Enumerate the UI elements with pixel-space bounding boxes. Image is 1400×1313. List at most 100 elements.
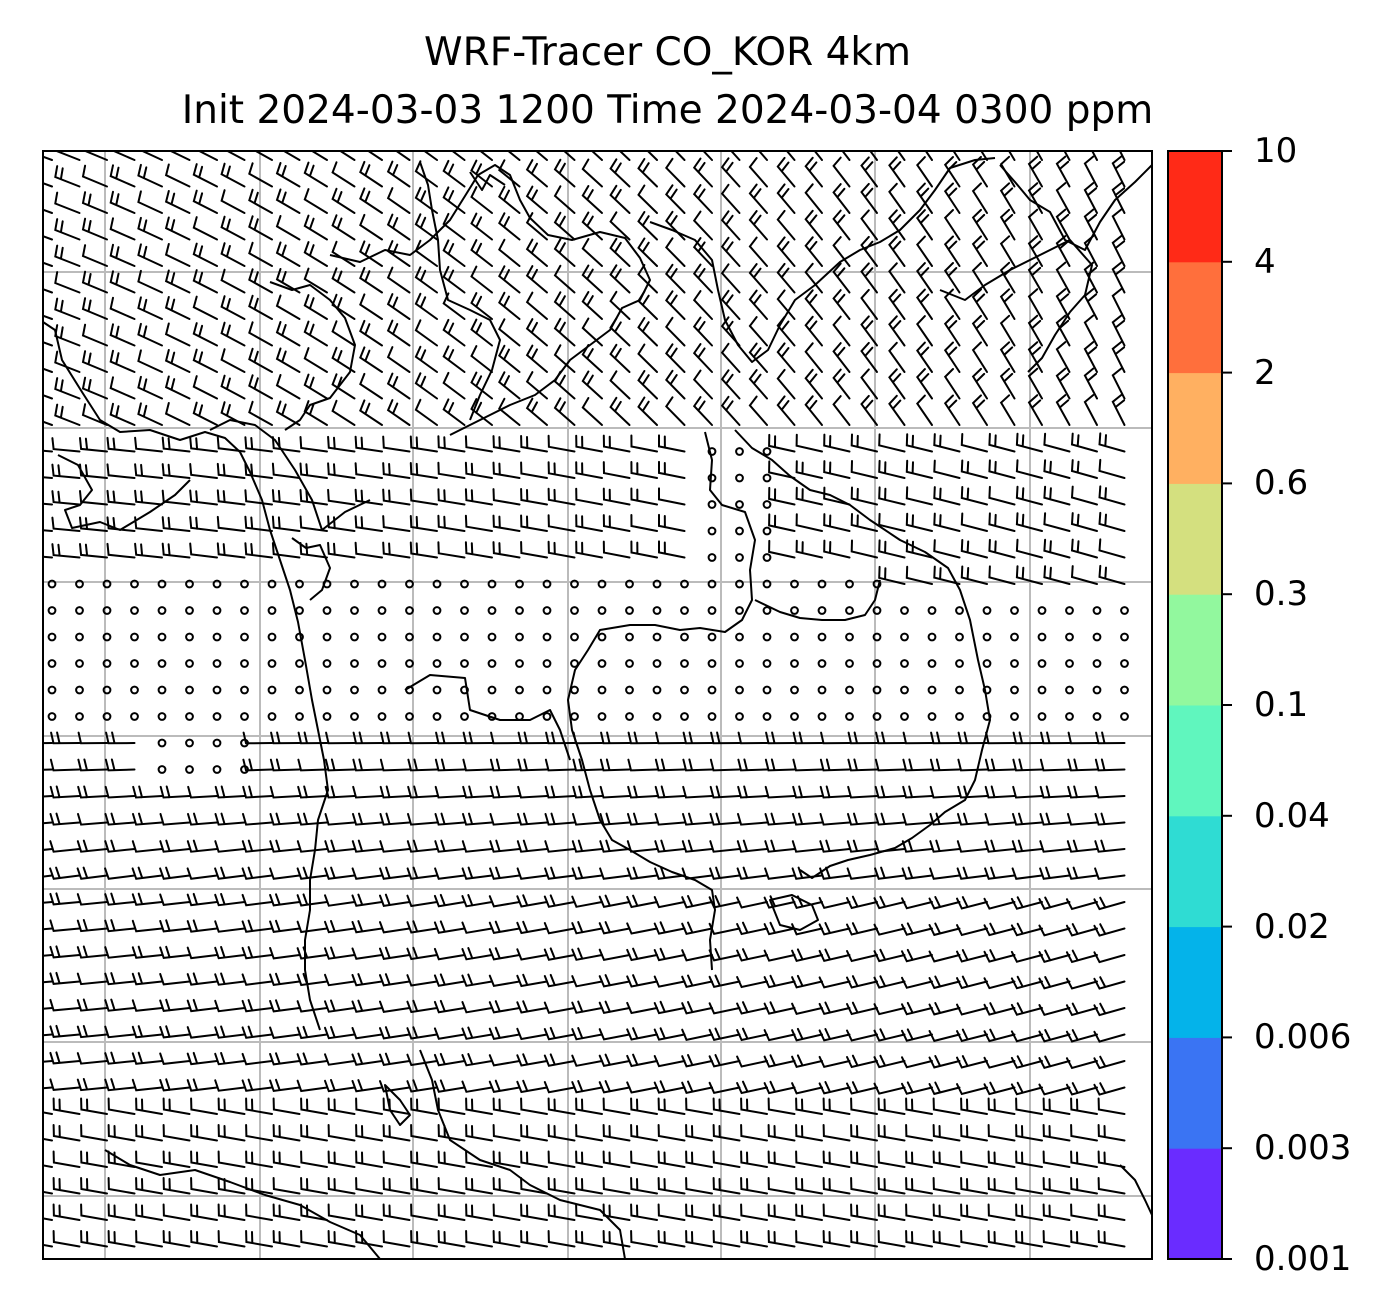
calm-marker bbox=[1065, 659, 1074, 668]
wind-barb bbox=[327, 435, 356, 453]
wind-barb bbox=[1043, 432, 1071, 453]
wind-barb bbox=[214, 893, 246, 907]
wind-barb bbox=[562, 151, 576, 161]
calm-marker bbox=[47, 659, 57, 668]
wind-barb bbox=[159, 919, 191, 933]
wind-barb bbox=[354, 435, 383, 453]
wind-barb bbox=[437, 514, 466, 532]
wind-barb bbox=[77, 785, 108, 799]
calm-marker bbox=[955, 606, 964, 615]
wind-barb bbox=[414, 160, 438, 188]
calm-marker bbox=[185, 632, 194, 642]
calm-marker bbox=[102, 712, 112, 721]
wind-barb bbox=[197, 151, 218, 161]
wind-barb bbox=[1042, 1230, 1071, 1248]
wind-barb bbox=[131, 1078, 163, 1092]
wind-barb bbox=[275, 374, 301, 400]
wind-barb bbox=[220, 348, 246, 373]
wind-barb bbox=[737, 813, 768, 826]
wind-barb bbox=[653, 947, 686, 962]
calm-marker bbox=[432, 712, 442, 721]
wind-barb bbox=[54, 165, 81, 188]
wind-barb bbox=[406, 1079, 438, 1093]
wind-barb bbox=[296, 1079, 328, 1093]
wind-barb bbox=[1055, 394, 1071, 426]
wind-barb bbox=[630, 1097, 658, 1115]
wind-barb bbox=[1011, 839, 1043, 853]
wind-barb bbox=[685, 1097, 713, 1115]
wind-barb bbox=[49, 1024, 81, 1038]
wind-barb bbox=[609, 343, 631, 373]
wind-barb bbox=[437, 1177, 466, 1195]
wind-barb bbox=[878, 433, 906, 453]
wind-barb bbox=[901, 948, 933, 963]
wind-barb bbox=[928, 950, 961, 963]
wind-barb bbox=[359, 213, 383, 241]
wind-barb bbox=[1093, 923, 1126, 937]
wind-barb bbox=[850, 486, 878, 506]
wind-barb bbox=[492, 1097, 521, 1115]
wind-barb bbox=[1091, 151, 1098, 161]
wind-barb bbox=[492, 1203, 521, 1221]
wind-barb bbox=[109, 349, 136, 373]
wind-barb bbox=[241, 946, 273, 960]
wind-barb bbox=[248, 347, 273, 373]
wind-barb bbox=[960, 1177, 988, 1195]
calm-marker bbox=[845, 606, 854, 615]
wind-barb bbox=[49, 840, 81, 853]
wind-barb bbox=[665, 263, 686, 294]
wind-barb bbox=[822, 1150, 851, 1168]
wind-barb bbox=[1098, 538, 1126, 559]
calm-marker bbox=[1010, 685, 1019, 695]
wind-barb bbox=[1027, 261, 1043, 294]
calm-marker bbox=[707, 712, 717, 721]
wind-barb bbox=[553, 264, 576, 294]
wind-barb bbox=[382, 1203, 411, 1221]
wind-barb bbox=[1035, 151, 1043, 161]
wind-barb bbox=[984, 839, 1016, 853]
wind-barb bbox=[543, 894, 576, 908]
calm-marker bbox=[762, 553, 772, 562]
wind-barb bbox=[406, 1053, 438, 1067]
wind-barb bbox=[414, 345, 438, 373]
wind-barb bbox=[410, 1230, 438, 1248]
calm-marker bbox=[762, 632, 772, 642]
wind-barb bbox=[135, 1203, 163, 1221]
wind-barb bbox=[960, 539, 988, 559]
wind-barb bbox=[131, 892, 163, 906]
wind-barb bbox=[442, 371, 466, 400]
wind-barb bbox=[355, 1097, 383, 1115]
wind-barb bbox=[1038, 1083, 1071, 1096]
wind-barb bbox=[303, 161, 328, 188]
wind-barb bbox=[1118, 151, 1126, 161]
wind-barb bbox=[275, 347, 301, 373]
wind-barb bbox=[988, 565, 1016, 585]
calm-marker bbox=[350, 685, 359, 695]
wind-barb bbox=[470, 212, 493, 241]
calm-marker bbox=[707, 685, 717, 695]
wind-barb bbox=[637, 317, 658, 347]
wind-barb bbox=[192, 348, 218, 373]
wind-barb bbox=[498, 318, 521, 347]
wind-barb bbox=[79, 437, 108, 453]
calm-marker bbox=[790, 712, 799, 721]
wind-barb bbox=[297, 785, 328, 799]
calm-marker bbox=[267, 579, 277, 589]
calm-marker bbox=[1092, 632, 1102, 642]
wind-barb bbox=[269, 947, 301, 960]
wind-barb bbox=[351, 999, 383, 1013]
wind-barb bbox=[269, 893, 301, 907]
calm-marker bbox=[75, 579, 84, 589]
wind-barb bbox=[520, 488, 548, 506]
wind-barb bbox=[709, 785, 741, 799]
wind-barb bbox=[437, 1203, 466, 1221]
wind-barb bbox=[324, 1053, 356, 1066]
wind-barb bbox=[791, 1002, 823, 1015]
wind-barb bbox=[708, 1081, 741, 1095]
wind-barb bbox=[658, 460, 686, 479]
calm-marker bbox=[872, 659, 882, 668]
wind-barb bbox=[1097, 1124, 1126, 1142]
calm-marker bbox=[845, 712, 854, 721]
wind-barb bbox=[489, 758, 521, 772]
wind-barb bbox=[999, 341, 1016, 373]
